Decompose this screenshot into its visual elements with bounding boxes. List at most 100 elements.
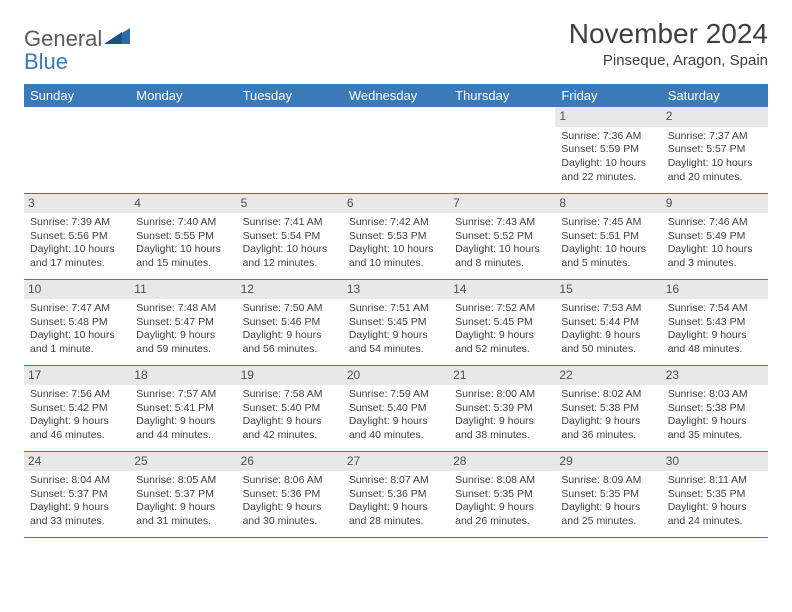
cell-line: Sunrise: 7:57 AM: [136, 388, 230, 402]
cell-line: Sunset: 5:35 PM: [668, 488, 762, 502]
calendar-row: 24Sunrise: 8:04 AMSunset: 5:37 PMDayligh…: [24, 451, 768, 537]
calendar-cell: [449, 107, 555, 193]
cell-line: Daylight: 9 hours and 44 minutes.: [136, 415, 230, 442]
day-number: 12: [237, 280, 343, 300]
cell-line: Sunset: 5:42 PM: [30, 402, 124, 416]
cell-line: Daylight: 9 hours and 24 minutes.: [668, 501, 762, 528]
brand-logo: General Blue: [24, 18, 130, 74]
cell-line: Sunrise: 8:05 AM: [136, 474, 230, 488]
cell-line: Daylight: 9 hours and 33 minutes.: [30, 501, 124, 528]
calendar-cell: 17Sunrise: 7:56 AMSunset: 5:42 PMDayligh…: [24, 365, 130, 451]
day-number: 1: [555, 107, 661, 127]
calendar-table: SundayMondayTuesdayWednesdayThursdayFrid…: [24, 84, 768, 538]
cell-line: Daylight: 9 hours and 35 minutes.: [668, 415, 762, 442]
calendar-cell: 4Sunrise: 7:40 AMSunset: 5:55 PMDaylight…: [130, 193, 236, 279]
day-number: 30: [662, 452, 768, 472]
cell-line: Sunrise: 8:02 AM: [561, 388, 655, 402]
day-number: 5: [237, 194, 343, 214]
cell-line: Sunset: 5:38 PM: [668, 402, 762, 416]
cell-line: Sunset: 5:37 PM: [30, 488, 124, 502]
day-number: 21: [449, 366, 555, 386]
cell-line: Sunrise: 7:58 AM: [243, 388, 337, 402]
cell-line: Daylight: 10 hours and 12 minutes.: [243, 243, 337, 270]
cell-line: Daylight: 10 hours and 1 minute.: [30, 329, 124, 356]
calendar-row: 17Sunrise: 7:56 AMSunset: 5:42 PMDayligh…: [24, 365, 768, 451]
day-number: 27: [343, 452, 449, 472]
cell-line: Daylight: 10 hours and 20 minutes.: [668, 157, 762, 184]
calendar-head: SundayMondayTuesdayWednesdayThursdayFrid…: [24, 84, 768, 107]
cell-line: Sunrise: 7:59 AM: [349, 388, 443, 402]
day-number: 13: [343, 280, 449, 300]
day-number: 26: [237, 452, 343, 472]
calendar-cell: 24Sunrise: 8:04 AMSunset: 5:37 PMDayligh…: [24, 451, 130, 537]
day-number: 10: [24, 280, 130, 300]
day-number: 29: [555, 452, 661, 472]
cell-line: Sunset: 5:43 PM: [668, 316, 762, 330]
cell-line: Sunset: 5:36 PM: [243, 488, 337, 502]
cell-line: Daylight: 10 hours and 15 minutes.: [136, 243, 230, 270]
day-number: 18: [130, 366, 236, 386]
cell-line: Sunrise: 8:00 AM: [455, 388, 549, 402]
month-title: November 2024: [569, 18, 768, 50]
calendar-cell: 14Sunrise: 7:52 AMSunset: 5:45 PMDayligh…: [449, 279, 555, 365]
calendar-cell: 30Sunrise: 8:11 AMSunset: 5:35 PMDayligh…: [662, 451, 768, 537]
title-block: November 2024 Pinseque, Aragon, Spain: [569, 18, 768, 69]
cell-line: Daylight: 9 hours and 50 minutes.: [561, 329, 655, 356]
cell-line: Sunrise: 7:53 AM: [561, 302, 655, 316]
calendar-cell: 16Sunrise: 7:54 AMSunset: 5:43 PMDayligh…: [662, 279, 768, 365]
cell-line: Sunrise: 7:51 AM: [349, 302, 443, 316]
cell-line: Sunrise: 7:41 AM: [243, 216, 337, 230]
calendar-cell: [237, 107, 343, 193]
cell-line: Sunrise: 7:54 AM: [668, 302, 762, 316]
calendar-cell: 12Sunrise: 7:50 AMSunset: 5:46 PMDayligh…: [237, 279, 343, 365]
cell-line: Daylight: 10 hours and 17 minutes.: [30, 243, 124, 270]
cell-line: Daylight: 9 hours and 48 minutes.: [668, 329, 762, 356]
calendar-cell: [130, 107, 236, 193]
cell-line: Daylight: 9 hours and 26 minutes.: [455, 501, 549, 528]
cell-line: Sunrise: 7:48 AM: [136, 302, 230, 316]
brand-triangle-icon: [104, 26, 130, 46]
cell-line: Sunrise: 8:09 AM: [561, 474, 655, 488]
calendar-cell: 5Sunrise: 7:41 AMSunset: 5:54 PMDaylight…: [237, 193, 343, 279]
day-number: 15: [555, 280, 661, 300]
day-number: 2: [662, 107, 768, 127]
day-number: 9: [662, 194, 768, 214]
cell-line: Daylight: 9 hours and 42 minutes.: [243, 415, 337, 442]
cell-line: Sunset: 5:41 PM: [136, 402, 230, 416]
day-number: 7: [449, 194, 555, 214]
brand-word2: Blue: [24, 49, 68, 74]
day-number: 6: [343, 194, 449, 214]
day-number: 20: [343, 366, 449, 386]
cell-line: Sunset: 5:51 PM: [561, 230, 655, 244]
calendar-cell: 9Sunrise: 7:46 AMSunset: 5:49 PMDaylight…: [662, 193, 768, 279]
cell-line: Daylight: 9 hours and 54 minutes.: [349, 329, 443, 356]
day-number: 4: [130, 194, 236, 214]
cell-line: Sunset: 5:52 PM: [455, 230, 549, 244]
day-number: 25: [130, 452, 236, 472]
calendar-cell: [24, 107, 130, 193]
cell-line: Sunrise: 7:37 AM: [668, 130, 762, 144]
calendar-cell: 2Sunrise: 7:37 AMSunset: 5:57 PMDaylight…: [662, 107, 768, 193]
page-header: General Blue November 2024 Pinseque, Ara…: [24, 18, 768, 74]
calendar-cell: 22Sunrise: 8:02 AMSunset: 5:38 PMDayligh…: [555, 365, 661, 451]
cell-line: Sunrise: 7:39 AM: [30, 216, 124, 230]
calendar-cell: 20Sunrise: 7:59 AMSunset: 5:40 PMDayligh…: [343, 365, 449, 451]
cell-line: Daylight: 9 hours and 31 minutes.: [136, 501, 230, 528]
day-number: 24: [24, 452, 130, 472]
cell-line: Sunset: 5:55 PM: [136, 230, 230, 244]
calendar-row: 1Sunrise: 7:36 AMSunset: 5:59 PMDaylight…: [24, 107, 768, 193]
cell-line: Sunset: 5:40 PM: [349, 402, 443, 416]
cell-line: Sunset: 5:48 PM: [30, 316, 124, 330]
calendar-cell: 13Sunrise: 7:51 AMSunset: 5:45 PMDayligh…: [343, 279, 449, 365]
day-number: 19: [237, 366, 343, 386]
cell-line: Sunrise: 7:42 AM: [349, 216, 443, 230]
cell-line: Sunrise: 7:47 AM: [30, 302, 124, 316]
cell-line: Sunset: 5:35 PM: [561, 488, 655, 502]
day-number: 17: [24, 366, 130, 386]
cell-line: Sunrise: 8:07 AM: [349, 474, 443, 488]
cell-line: Daylight: 10 hours and 22 minutes.: [561, 157, 655, 184]
cell-line: Sunset: 5:38 PM: [561, 402, 655, 416]
location-text: Pinseque, Aragon, Spain: [569, 52, 768, 69]
calendar-cell: 18 Sunrise: 7:57 AMSunset: 5:41 PMDayligh…: [130, 365, 236, 451]
day-number: 8: [555, 194, 661, 214]
